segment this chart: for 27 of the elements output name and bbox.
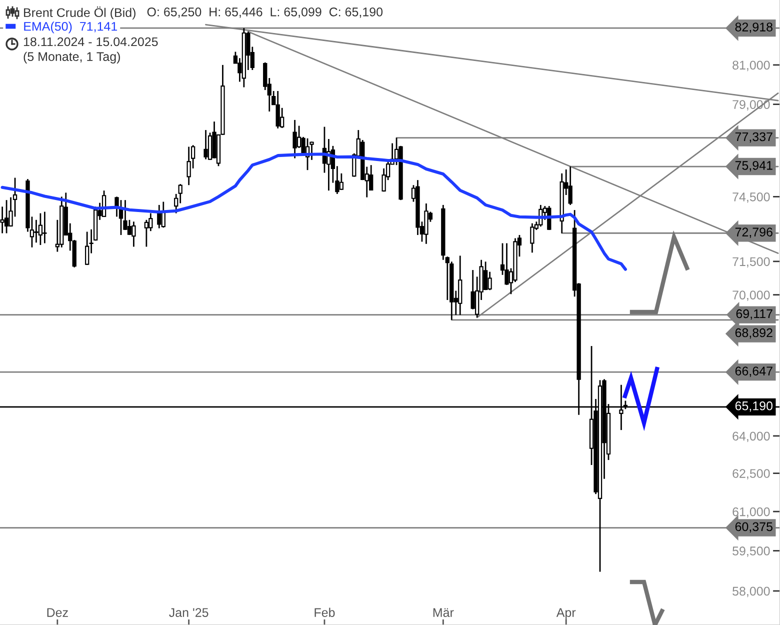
ref-line-label: 66,647 — [735, 366, 772, 377]
ref-line-label: 82,918 — [735, 22, 772, 33]
data-label: 77,337 — [735, 132, 772, 143]
y-tick-label: 71,500 — [732, 257, 770, 268]
y-tick-label: 81,000 — [732, 60, 770, 72]
ref-line-label: 69,117 — [736, 309, 772, 320]
x-tick-label: Feb — [314, 608, 335, 617]
data-label: 75,941 — [735, 161, 772, 172]
y-tick-label: 58,000 — [732, 586, 770, 598]
annotation: O: 65,250 H: 65,446 L: 65,099 C: 65,190 — [147, 8, 383, 18]
y-tick-label: 64,000 — [732, 432, 770, 442]
y-tick-label: 59,500 — [732, 546, 770, 557]
y-tick-label: 74,500 — [732, 192, 770, 203]
y-tick-label: 62,500 — [732, 469, 770, 480]
x-tick-label: Mär — [433, 608, 454, 617]
y-tick-label: 61,000 — [732, 507, 770, 518]
x-tick-label: Apr — [556, 608, 576, 620]
ref-line-label: 60,375 — [735, 522, 772, 533]
data-label: 72,796 — [735, 228, 772, 238]
text: Brent Crude Öl (Bid) — [24, 6, 136, 20]
x-tick-label: Dez — [47, 608, 68, 617]
x-tick-label: Jan '25 — [169, 608, 208, 617]
text: 18.11.2024 - 15.04.2025 (5 Monate, 1 Tag) — [24, 37, 158, 64]
y-tick-label: 70,000 — [732, 290, 770, 301]
data-label: 68,892 — [735, 328, 772, 339]
ref-line-label: 65,190 — [735, 401, 773, 412]
legend-label: EMA(50) 71,141 — [24, 22, 118, 34]
